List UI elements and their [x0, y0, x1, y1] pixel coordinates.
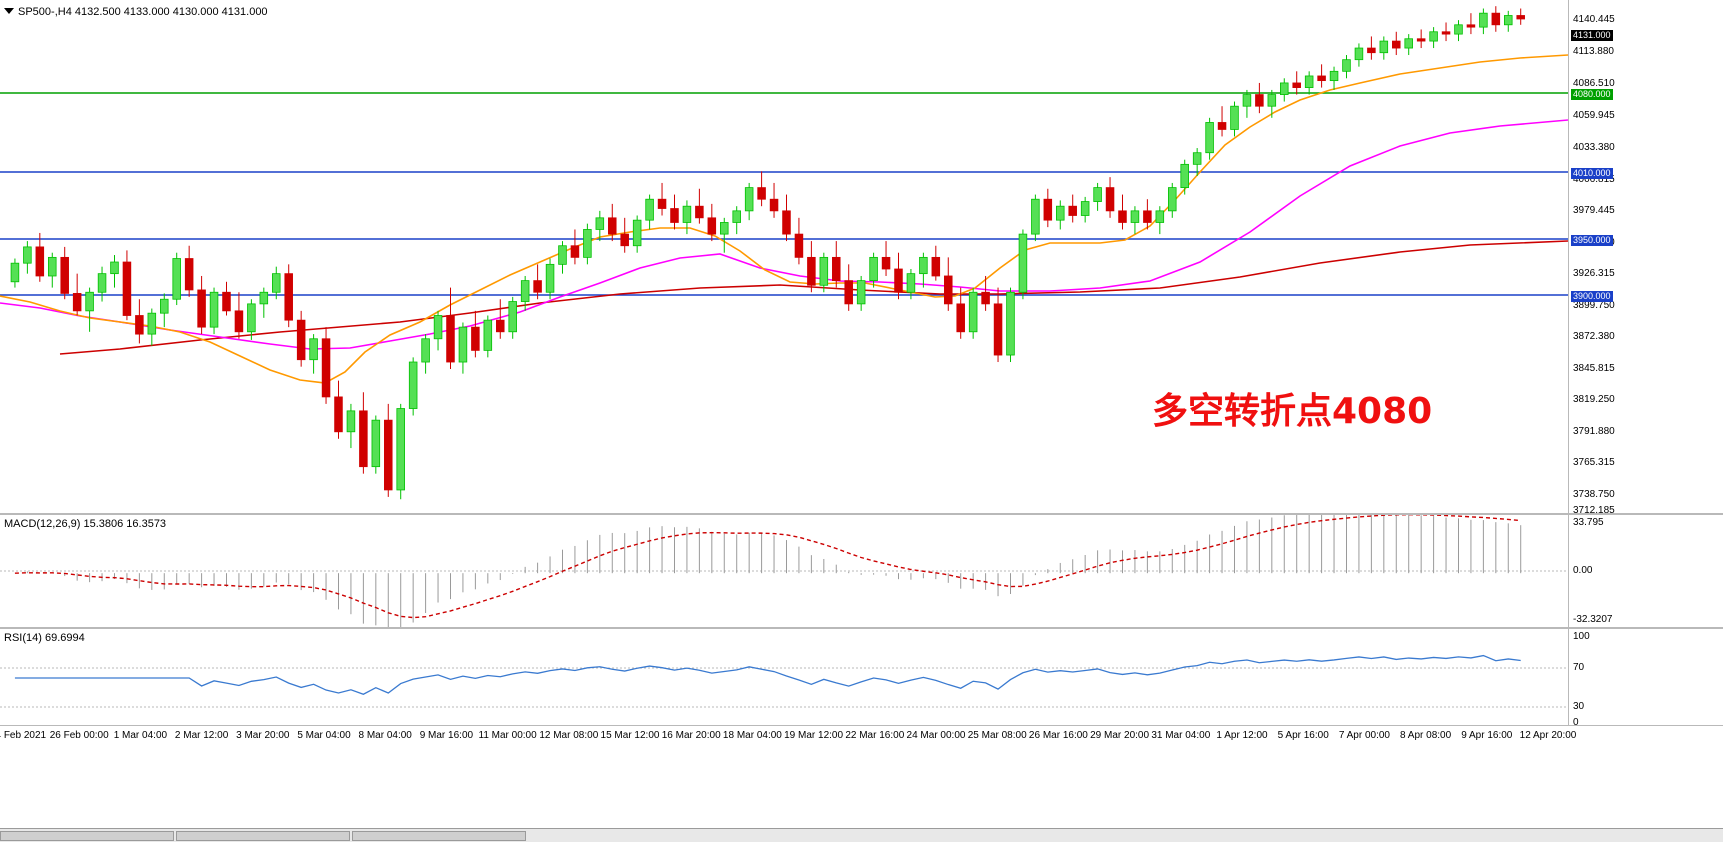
y-tick: 4006.815: [1573, 174, 1615, 185]
y-tick: 33.795: [1573, 517, 1604, 528]
time-tick: 26 Mar 16:00: [1028, 730, 1088, 741]
y-tick: 3791.880: [1573, 426, 1615, 437]
rsi-plot-area[interactable]: [0, 629, 1723, 725]
y-tick: 3738.750: [1573, 489, 1615, 500]
macd-panel[interactable]: MACD(12,26,9) 15.3806 16.3573 33.795 0.0…: [0, 514, 1723, 628]
level-tag-4080: 4080.000: [1571, 89, 1613, 100]
taskbar[interactable]: [0, 828, 1723, 842]
price-svg: [0, 6, 1568, 500]
y-tick: 3765.315: [1573, 457, 1615, 468]
y-tick: 30: [1573, 701, 1585, 712]
time-tick: 19 Mar 12:00: [784, 730, 844, 741]
time-tick: 11 Mar 00:00: [478, 730, 537, 741]
y-tick: 3712.185: [1573, 505, 1615, 516]
y-tick: 0: [1573, 717, 1579, 728]
time-tick: 12 Mar 08:00: [539, 730, 599, 741]
taskbar-item[interactable]: [352, 831, 526, 841]
rsi-panel-title: RSI(14) 69.6994: [4, 632, 85, 644]
level-tag-4010: 4010.000: [1571, 168, 1613, 179]
macd-svg: [0, 515, 1568, 627]
time-tick: 8 Mar 04:00: [358, 730, 412, 741]
time-tick: 5 Mar 04:00: [297, 730, 351, 741]
y-tick: 4086.510: [1573, 78, 1615, 89]
y-tick: 3845.815: [1573, 363, 1615, 374]
time-tick: 8 Apr 08:00: [1400, 730, 1452, 741]
macd-panel-title: MACD(12,26,9) 15.3806 16.3573: [4, 518, 167, 530]
time-tick: 24 Mar 00:00: [906, 730, 966, 741]
time-tick: 16 Mar 20:00: [661, 730, 721, 741]
rsi-svg: [0, 654, 1568, 708]
candles-group: [10, 6, 1525, 500]
taskbar-item[interactable]: [176, 831, 350, 841]
y-tick: 4033.380: [1573, 142, 1615, 153]
price-panel-title: SP500-,H4 4132.500 4133.000 4130.000 413…: [18, 6, 268, 18]
y-tick: 4059.945: [1573, 110, 1615, 121]
time-tick: 9 Apr 16:00: [1461, 730, 1513, 741]
current-price-tag: 4131.000: [1571, 30, 1613, 41]
time-tick: 15 Mar 12:00: [600, 730, 660, 741]
rsi-panel[interactable]: RSI(14) 69.6994 100 70 30 0: [0, 628, 1723, 728]
macd-axis: 33.795 0.00 -32.3207: [1568, 515, 1723, 627]
level-tag-3900: 3900.000: [1571, 291, 1613, 302]
y-tick: 100: [1573, 631, 1590, 642]
taskbar-item[interactable]: [0, 831, 174, 841]
time-tick: 24 Feb 2021: [0, 730, 47, 741]
y-tick: 70: [1573, 662, 1585, 673]
y-tick: 3899.750: [1573, 300, 1615, 311]
y-tick: 4140.445: [1573, 14, 1615, 25]
time-tick: 5 Apr 16:00: [1277, 730, 1329, 741]
time-tick: 26 Feb 00:00: [49, 730, 109, 741]
y-tick: 3926.315: [1573, 268, 1615, 279]
time-tick: 7 Apr 00:00: [1338, 730, 1390, 741]
time-tick: 9 Mar 16:00: [419, 730, 474, 741]
y-tick: 3819.250: [1573, 394, 1615, 405]
time-tick: 25 Mar 08:00: [967, 730, 1027, 741]
price-axis: 4140.445 4113.880 4086.510 4059.945 4033…: [1568, 0, 1723, 516]
time-tick: 1 Apr 12:00: [1216, 730, 1268, 741]
y-tick: 0.00: [1573, 565, 1593, 576]
macd-plot-area[interactable]: [0, 515, 1723, 627]
price-panel[interactable]: SP500-,H4 4132.500 4133.000 4130.000 413…: [0, 0, 1723, 516]
y-tick: -32.3207: [1573, 614, 1613, 625]
rsi-axis: 100 70 30 0: [1568, 629, 1723, 728]
time-tick: 18 Mar 04:00: [722, 730, 782, 741]
level-tag-3950: 3950.000: [1571, 235, 1613, 246]
time-tick: 31 Mar 04:00: [1151, 730, 1211, 741]
time-tick: 1 Mar 04:00: [113, 730, 168, 741]
macd-histogram: [26, 515, 1522, 627]
chart-annotation-text: 多空转折点4080: [1152, 391, 1433, 432]
y-tick: 3979.445: [1573, 205, 1615, 216]
time-tick: 29 Mar 20:00: [1090, 730, 1150, 741]
time-tick: 22 Mar 16:00: [845, 730, 905, 741]
y-tick: 3872.380: [1573, 331, 1615, 342]
y-tick: 4113.880: [1573, 46, 1614, 57]
price-plot-area[interactable]: [0, 0, 1723, 513]
time-tick: 12 Apr 20:00: [1519, 730, 1577, 741]
time-tick: 3 Mar 20:00: [236, 730, 290, 741]
time-tick: 2 Mar 12:00: [174, 730, 229, 741]
collapse-triangle-icon[interactable]: [4, 8, 14, 14]
